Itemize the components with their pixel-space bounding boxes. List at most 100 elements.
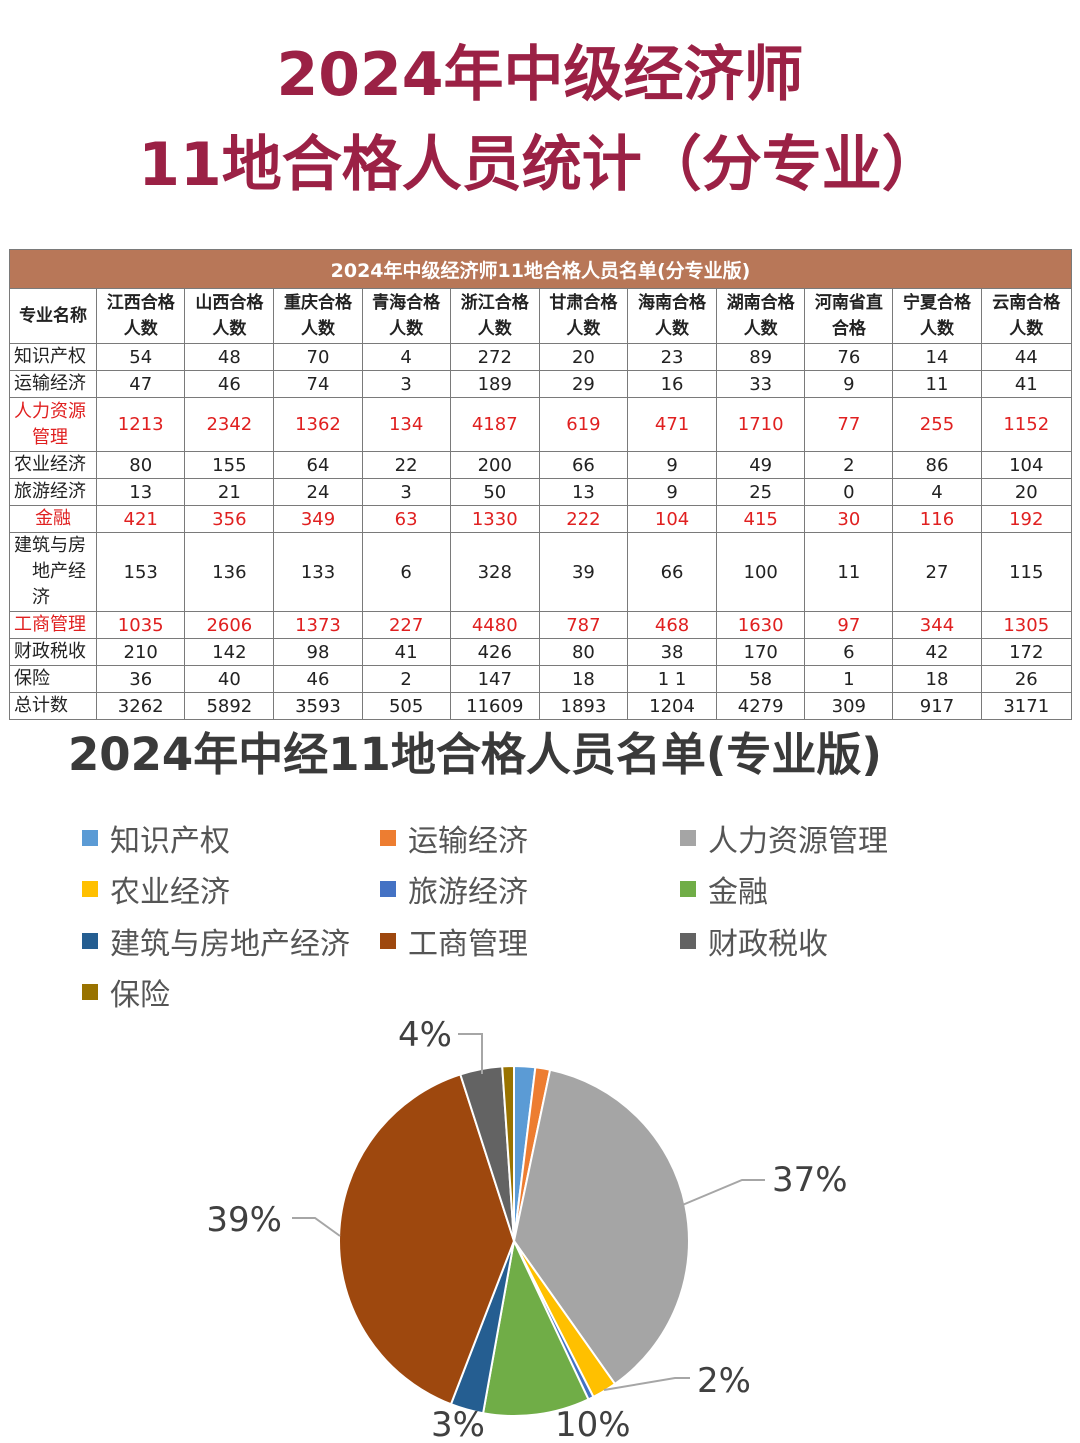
table-cell: 415 (716, 505, 806, 533)
table-cell: 39 (538, 532, 628, 612)
table-cell: 309 (804, 692, 894, 720)
table-cell: 0 (804, 478, 894, 506)
table-cell: 619 (538, 397, 628, 452)
table-cell: 468 (626, 611, 718, 639)
table-cell: 66 (626, 532, 718, 612)
column-header-line: 人数 (919, 319, 954, 339)
table-cell: 3 (361, 478, 451, 506)
table-cell: 222 (538, 505, 628, 533)
table-cell: 344 (892, 611, 982, 639)
table-cell: 26 (980, 665, 1073, 693)
table-row: 建筑与房 地产经济 153 136 133 6 328 39 66 100 11 27 115 (8, 532, 1073, 612)
table-cell: 1710 (716, 397, 806, 452)
pie-data-label: 39% (206, 1200, 282, 1240)
table-cell: 255 (892, 397, 982, 452)
column-header-line: 人数 (655, 319, 690, 339)
table-cell: 29 (538, 370, 628, 398)
table-cell: 1330 (449, 505, 540, 533)
table-cell: 42 (892, 638, 982, 666)
table-cell: 1152 (980, 397, 1073, 452)
table-cell: 86 (892, 451, 982, 479)
table-cell: 40 (184, 665, 275, 693)
row-name: 运输经济 (8, 370, 98, 398)
row-name-line: 知识产权 (14, 346, 86, 367)
table-cell: 133 (273, 532, 363, 612)
column-header-line: 人数 (743, 319, 778, 339)
label-leader-line (292, 1217, 341, 1237)
pie-data-label: 37% (772, 1160, 848, 1200)
table-cell: 11 (804, 532, 894, 612)
row-name-line: 运输经济 (14, 373, 86, 394)
column-header-line: 人数 (212, 319, 247, 339)
table-cell: 2606 (184, 611, 275, 639)
table-cell: 11609 (449, 692, 540, 720)
table-cell: 1362 (273, 397, 363, 452)
column-header-line: 青海合格 (372, 293, 441, 313)
column-header: 云南合格 人数 (980, 288, 1073, 344)
table-cell: 147 (449, 665, 540, 693)
column-header: 宁夏合格 人数 (892, 288, 982, 344)
row-name-line: 金融 (35, 508, 72, 529)
table-cell: 46 (273, 665, 363, 693)
table-cell: 426 (449, 638, 540, 666)
column-header-line: 人数 (1009, 319, 1044, 339)
column-header-line: 人数 (389, 319, 424, 339)
chart-title: 2024年中经11地合格人员名单(专业版) (68, 728, 883, 781)
table-cell: 4480 (449, 611, 540, 639)
row-name-line: 农业经济 (14, 454, 86, 475)
row-name-line: 总计数 (14, 695, 68, 716)
table-cell: 23 (626, 343, 718, 371)
table-cell: 98 (273, 638, 363, 666)
page-title-line2: 11地合格人员统计（分专业） (138, 130, 942, 200)
table-row: 总计数 3262 5892 3593 505 11609 1893 1204 4279 309 91… (8, 692, 1073, 720)
table-cell: 9 (626, 478, 718, 506)
table-cell: 3 (361, 370, 451, 398)
row-name: 建筑与房 地产经济 (8, 532, 98, 612)
table-row: 财政税收 210 142 98 41 426 80 38 170 6 42 172 (8, 638, 1073, 666)
row-name-line: 地产经济 (32, 561, 86, 608)
table-cell: 1204 (626, 692, 718, 720)
column-header: 河南省直 合格 (804, 288, 894, 344)
table-cell: 3171 (980, 692, 1073, 720)
table-cell: 3262 (96, 692, 186, 720)
table-row: 知识产权 54 48 70 4 272 20 23 89 76 14 44 (8, 343, 1073, 371)
column-header-line: 江西合格 (106, 293, 175, 313)
column-header-line: 宁夏合格 (902, 293, 971, 313)
statistics-table: 2024年中级经济师11地合格人员名单(分专业版) 专业名称 江西合格 人数 山西合… (8, 249, 1073, 720)
table-cell: 76 (804, 343, 894, 371)
row-name: 农业经济 (8, 451, 98, 479)
column-header: 山西合格 人数 (184, 288, 275, 344)
table-row: 工商管理 1035 2606 1373 227 4480 787 468 1630 97 344 13… (8, 611, 1073, 639)
row-name: 总计数 (8, 692, 98, 720)
table-cell: 6 (804, 638, 894, 666)
table-cell: 18 (892, 665, 982, 693)
table-cell: 58 (716, 665, 806, 693)
row-name: 知识产权 (8, 343, 98, 371)
table-row: 农业经济 80 155 64 22 200 66 9 49 2 86 104 (8, 451, 1073, 479)
column-header-line: 合格 (831, 319, 866, 339)
table-cell: 1305 (980, 611, 1073, 639)
table-cell: 14 (892, 343, 982, 371)
table-cell: 4279 (716, 692, 806, 720)
table-cell: 22 (361, 451, 451, 479)
label-leader-line (679, 1179, 765, 1207)
table-cell: 3593 (273, 692, 363, 720)
page-title-line1: 2024年中级经济师 (276, 40, 804, 110)
pie-slice (481, 1237, 590, 1417)
table-cell: 1 (804, 665, 894, 693)
pie-slice (501, 1064, 515, 1242)
column-header-line: 人数 (566, 319, 601, 339)
table-cell: 5892 (184, 692, 275, 720)
column-header: 浙江合格 人数 (449, 288, 540, 344)
table-cell: 116 (892, 505, 982, 533)
table-cell: 100 (716, 532, 806, 612)
column-header-line: 甘肃合格 (549, 293, 618, 313)
table-cell: 46 (184, 370, 275, 398)
table-cell: 47 (96, 370, 186, 398)
column-header-line: 湖南合格 (726, 293, 795, 313)
table-cell: 63 (361, 505, 451, 533)
row-name-line: 保险 (14, 668, 50, 689)
table-cell: 41 (980, 370, 1073, 398)
column-header: 湖南合格 人数 (716, 288, 806, 344)
column-header-line: 河南省直 (814, 293, 883, 313)
